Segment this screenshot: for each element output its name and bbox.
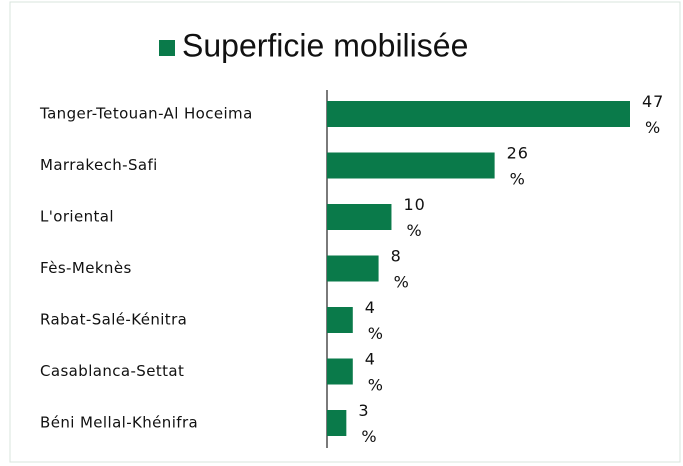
y-tick-label: Rabat-Salé-Kénitra: [40, 311, 187, 329]
y-tick-label: Marrakech-Safi: [40, 156, 158, 174]
data-label: 8%: [391, 246, 410, 291]
bar: [327, 204, 392, 230]
bar: [327, 358, 353, 385]
bar: [327, 255, 379, 282]
bar: [327, 307, 353, 333]
frame: [9, 1, 681, 463]
legend-label: Superficie mobilisée: [182, 27, 468, 63]
y-tick-label: L'oriental: [40, 208, 114, 226]
data-label: 3%: [358, 401, 377, 446]
y-tick-label: Béni Mellal-Khénifra: [40, 414, 198, 432]
data-label: 10%: [403, 195, 425, 240]
y-tick-label: Tanger-Tetouan-Al Hoceima: [39, 105, 253, 123]
data-label: 47%: [642, 92, 664, 137]
data-label: 26%: [507, 143, 529, 188]
y-tick-label: Casablanca-Settat: [40, 362, 184, 380]
bar: [327, 101, 630, 127]
bar: [327, 152, 495, 179]
data-label: 4%: [365, 349, 384, 394]
legend-swatch: [159, 40, 175, 56]
bar: [327, 410, 347, 436]
data-label: 4%: [365, 298, 384, 343]
y-tick-label: Fès-Meknès: [40, 259, 132, 277]
